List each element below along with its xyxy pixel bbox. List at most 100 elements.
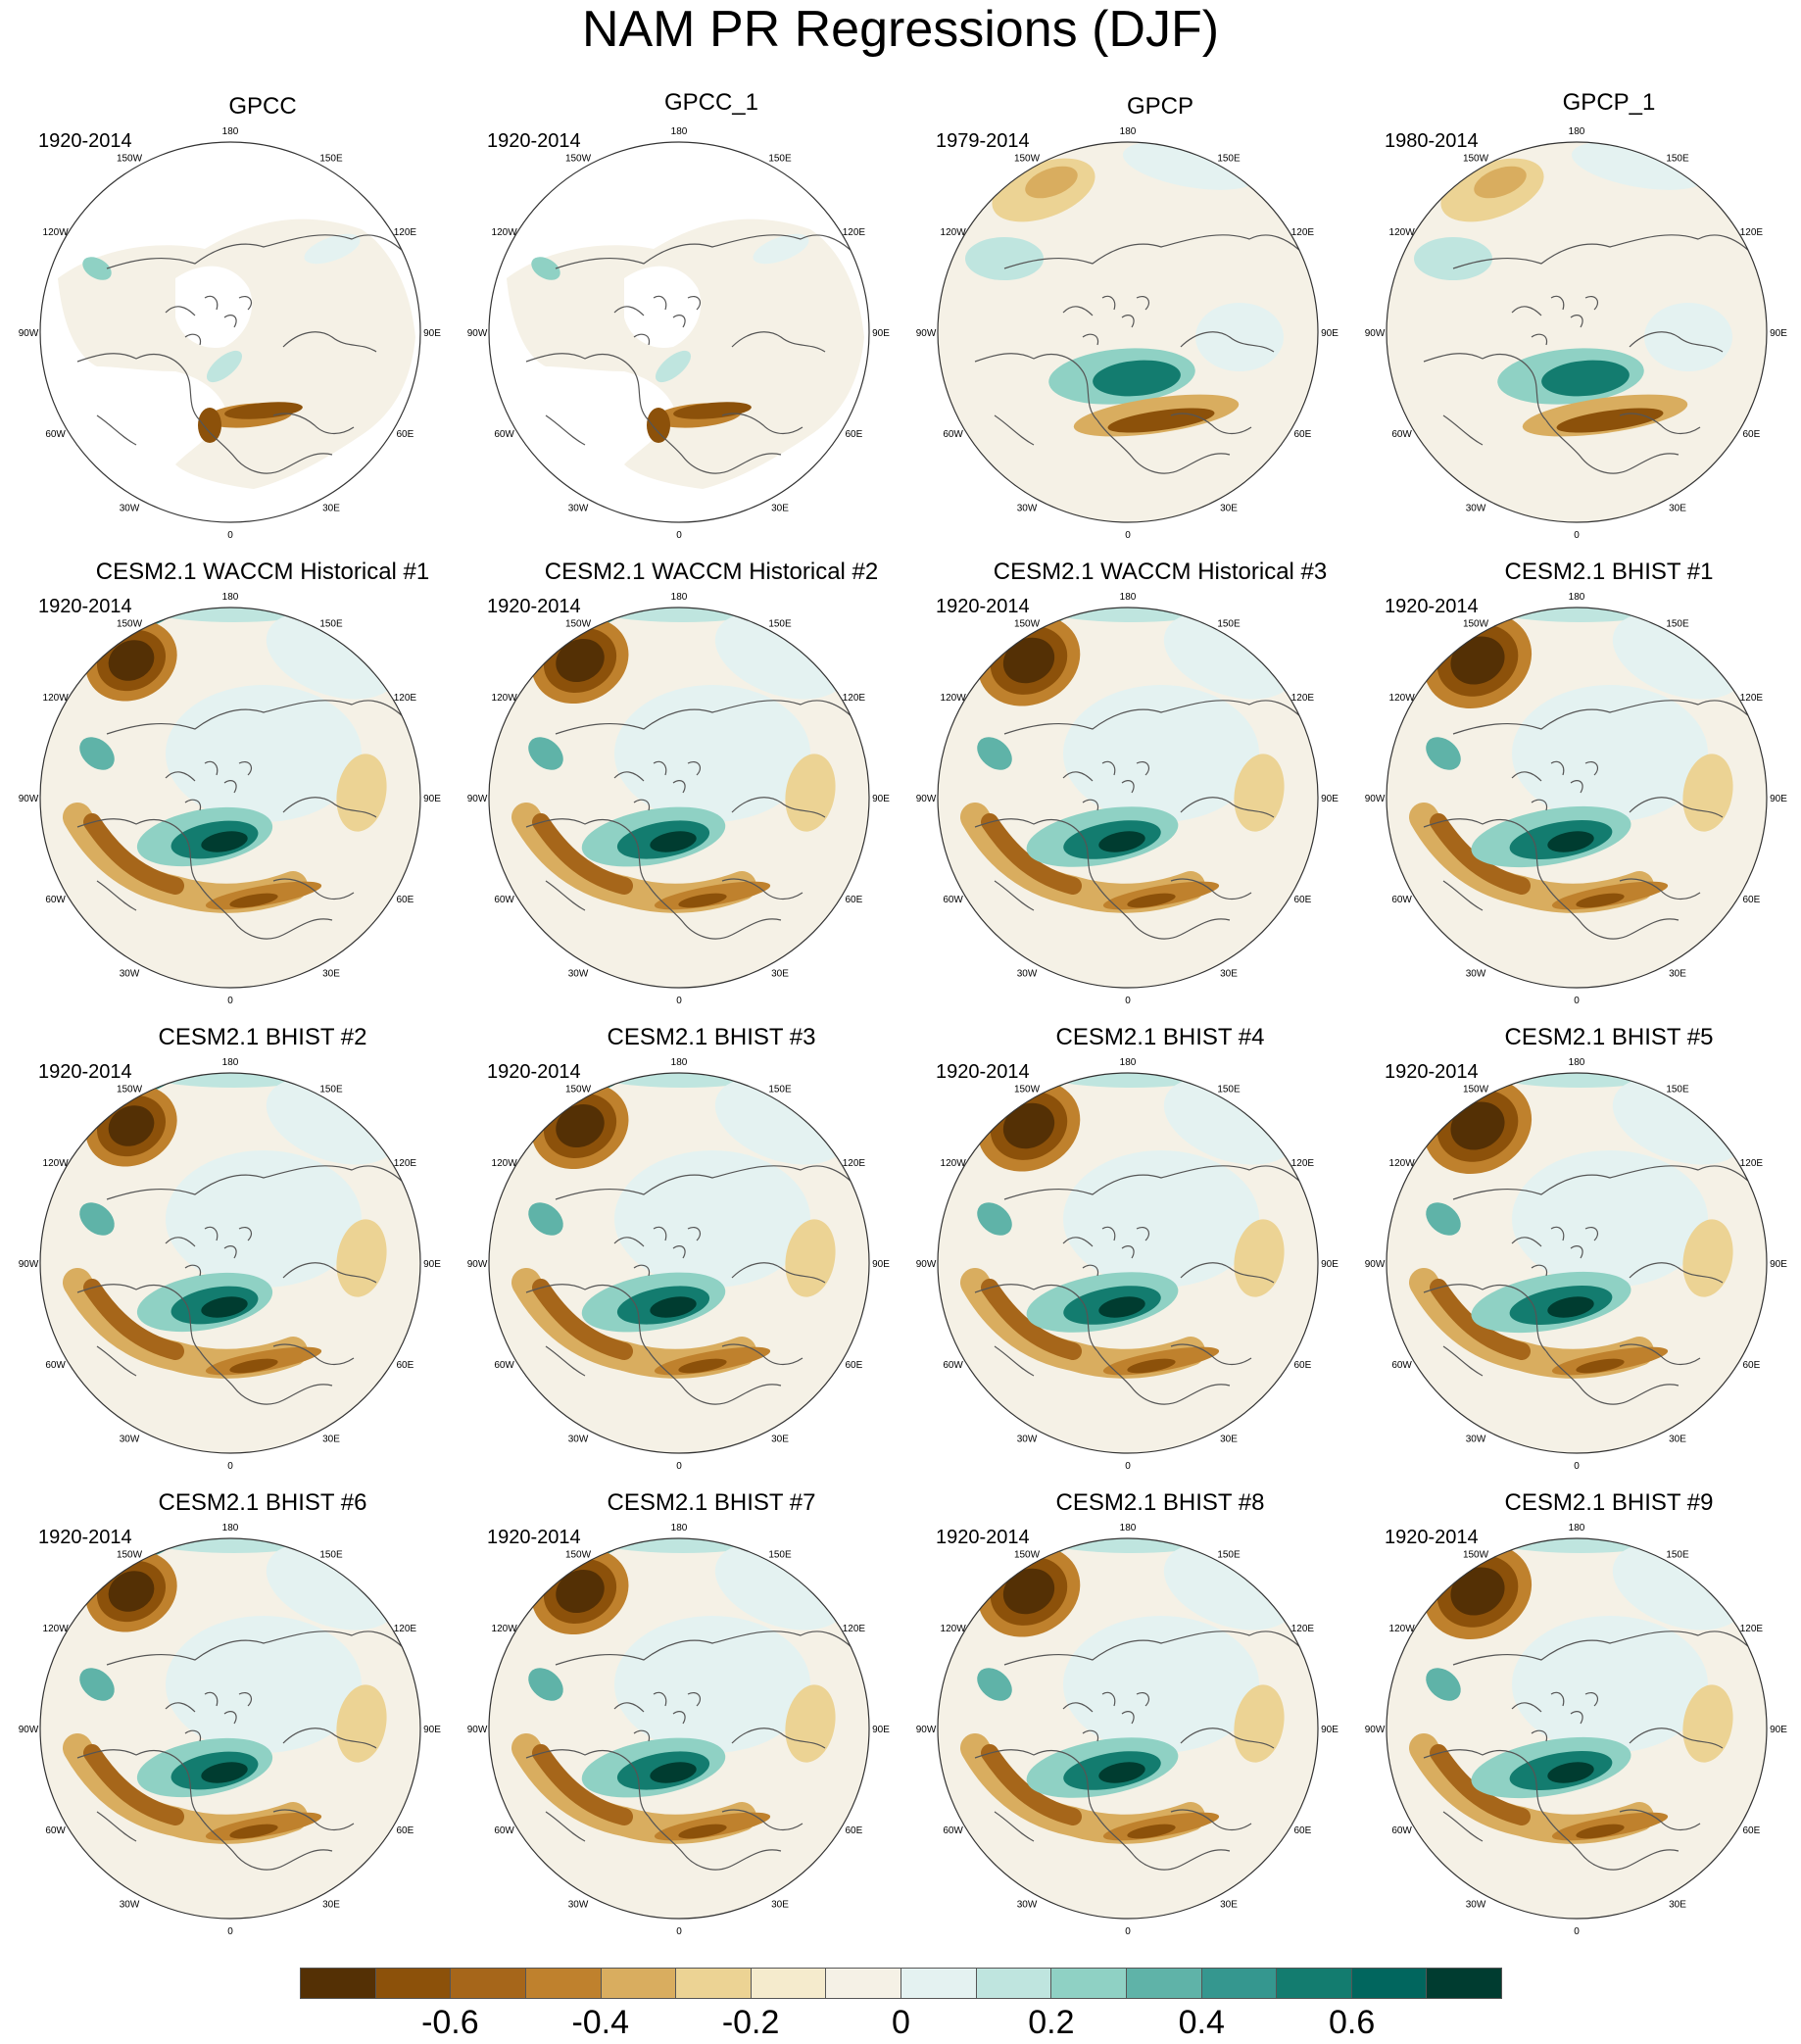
panel-period: 1920-2014	[38, 1061, 132, 1083]
longitude-label: 90E	[423, 1725, 441, 1735]
dry-anomaly-mediterranean-core	[1127, 893, 1176, 908]
map-panel: CESM2.1 WACCM Historical #3 1920-2014 180 1…	[916, 558, 1385, 1022]
map-boundary	[488, 1072, 870, 1454]
longitude-label: 150W	[117, 1085, 143, 1095]
longitude-label: 90W	[1365, 794, 1386, 804]
wet-anomaly-north-atlantic-core	[201, 1296, 248, 1318]
coastline	[1180, 331, 1275, 353]
coastline	[1062, 760, 1135, 794]
longitude-label: 120W	[941, 1624, 967, 1634]
longitude-label: 30E	[1669, 1899, 1686, 1910]
longitude-label: 90W	[19, 328, 39, 339]
colorbar-segment	[301, 1969, 376, 1998]
longitude-label: 150W	[117, 154, 143, 165]
coastline	[1423, 1749, 1547, 1818]
longitude-label: 120E	[1291, 1158, 1315, 1169]
colorbar-segment	[901, 1969, 977, 1998]
longitude-label: 90W	[1365, 1725, 1386, 1735]
coastline	[184, 761, 252, 811]
coastline	[648, 419, 782, 474]
wet-anomaly-north-atlantic-core	[1098, 831, 1145, 852]
longitude-label: 60E	[1294, 429, 1312, 440]
longitude-label: 150W	[1463, 1085, 1489, 1095]
anomaly-field	[40, 1538, 420, 1919]
panel-period: 1920-2014	[38, 596, 132, 617]
longitude-label: 30W	[1017, 503, 1038, 513]
coastline	[1442, 414, 1484, 446]
colorbar-segment	[976, 1969, 1052, 1998]
longitude-label: 90W	[916, 1725, 937, 1735]
map-boundary	[39, 1537, 421, 1920]
coastline	[613, 1226, 686, 1259]
wet-anomaly-arctic	[166, 685, 362, 822]
coastline	[1531, 761, 1598, 811]
longitude-label: 90E	[423, 1259, 441, 1270]
wet-anomaly-arctic	[614, 1616, 810, 1753]
coastline	[1452, 234, 1753, 269]
wet-anomaly-west-coast	[79, 737, 115, 770]
longitude-label: 60W	[1391, 1825, 1412, 1836]
dry-anomaly-central-asia	[785, 1219, 836, 1297]
coastline	[1619, 878, 1701, 900]
polar-map: 180 150E 120E 90E 60E 30E 0 30W 60W 90W 120W 150W	[916, 592, 1339, 1006]
coastline	[1180, 1728, 1275, 1749]
coastline	[1003, 1165, 1304, 1200]
dry-anomaly-central-asia	[1682, 754, 1733, 832]
longitude-label: 90E	[423, 794, 441, 804]
coastline	[613, 295, 686, 328]
dry-anomaly-central-asia	[336, 754, 387, 832]
longitude-label: 0	[227, 530, 233, 541]
longitude-label: 120E	[394, 1624, 417, 1634]
wet-anomaly-arctic	[614, 685, 810, 822]
coastline	[1062, 295, 1135, 328]
coastlines	[76, 234, 407, 474]
anomaly-field	[40, 1073, 420, 1453]
longitude-label: 60W	[1391, 429, 1412, 440]
wet-anomaly-west-coast	[79, 1668, 115, 1701]
dry-anomaly-central-asia	[785, 1684, 836, 1763]
longitude-label: 30W	[568, 968, 589, 979]
map-panel: CESM2.1 BHIST #1 1920-2014 180 150E 120E 90E 6…	[1365, 558, 1801, 1022]
missing-data-arctic	[175, 266, 253, 348]
longitude-label: 60E	[1743, 429, 1761, 440]
coastline	[525, 353, 650, 421]
coastline	[106, 1630, 407, 1666]
colorbar-tick-label: -0.4	[571, 2004, 630, 2041]
longitude-label: 120W	[43, 1158, 70, 1169]
dry-anomaly-mediterranean-core	[673, 402, 752, 419]
panel-period: 1920-2014	[1385, 596, 1479, 617]
wet-anomaly-arctic	[1063, 1150, 1259, 1288]
anomaly-field	[40, 608, 420, 988]
longitude-label: 60E	[1743, 1825, 1761, 1836]
longitude-label: 60W	[494, 895, 514, 905]
dry-anomaly-north-pacific-core	[108, 1105, 155, 1146]
wet-anomaly-arctic	[1063, 1616, 1259, 1753]
longitude-label: 0	[1125, 996, 1131, 1006]
wet-anomaly-north-atlantic-core	[650, 831, 697, 852]
longitude-label: 30W	[568, 503, 589, 513]
coastline	[76, 1284, 201, 1352]
longitude-label: 90W	[467, 794, 488, 804]
polar-map: 180 150E 120E 90E 60E 30E 0 30W 60W 90W 120W 150W	[916, 1057, 1339, 1472]
longitude-label: 120E	[1740, 1158, 1764, 1169]
panel-period: 1920-2014	[1385, 1527, 1479, 1548]
coastline	[1545, 1350, 1679, 1405]
longitude-label: 60E	[397, 1360, 414, 1371]
coastline	[1511, 1691, 1583, 1725]
coastline	[555, 700, 855, 735]
longitude-label: 0	[676, 996, 682, 1006]
coastline	[1082, 1227, 1149, 1277]
longitude-label: 120E	[843, 227, 866, 238]
polar-map: 180 150E 120E 90E 60E 30E 0 30W 60W 90W 120W 150W	[19, 1057, 442, 1472]
coastline	[165, 295, 237, 328]
longitude-label: 60E	[397, 1825, 414, 1836]
anomaly-field	[1387, 1073, 1767, 1453]
longitude-label: 90E	[1770, 328, 1787, 339]
coastline	[1629, 1728, 1724, 1749]
coastline	[1096, 1350, 1231, 1405]
polar-map: 180 150E 120E 90E 60E 30E 0 30W 60W 90W 120W 150W	[467, 1057, 891, 1472]
wet-anomaly-west-coast	[79, 1202, 115, 1236]
coastlines	[525, 234, 855, 474]
wet-anomaly-north-atlantic-core	[650, 1296, 697, 1318]
coastlines	[76, 1630, 407, 1871]
